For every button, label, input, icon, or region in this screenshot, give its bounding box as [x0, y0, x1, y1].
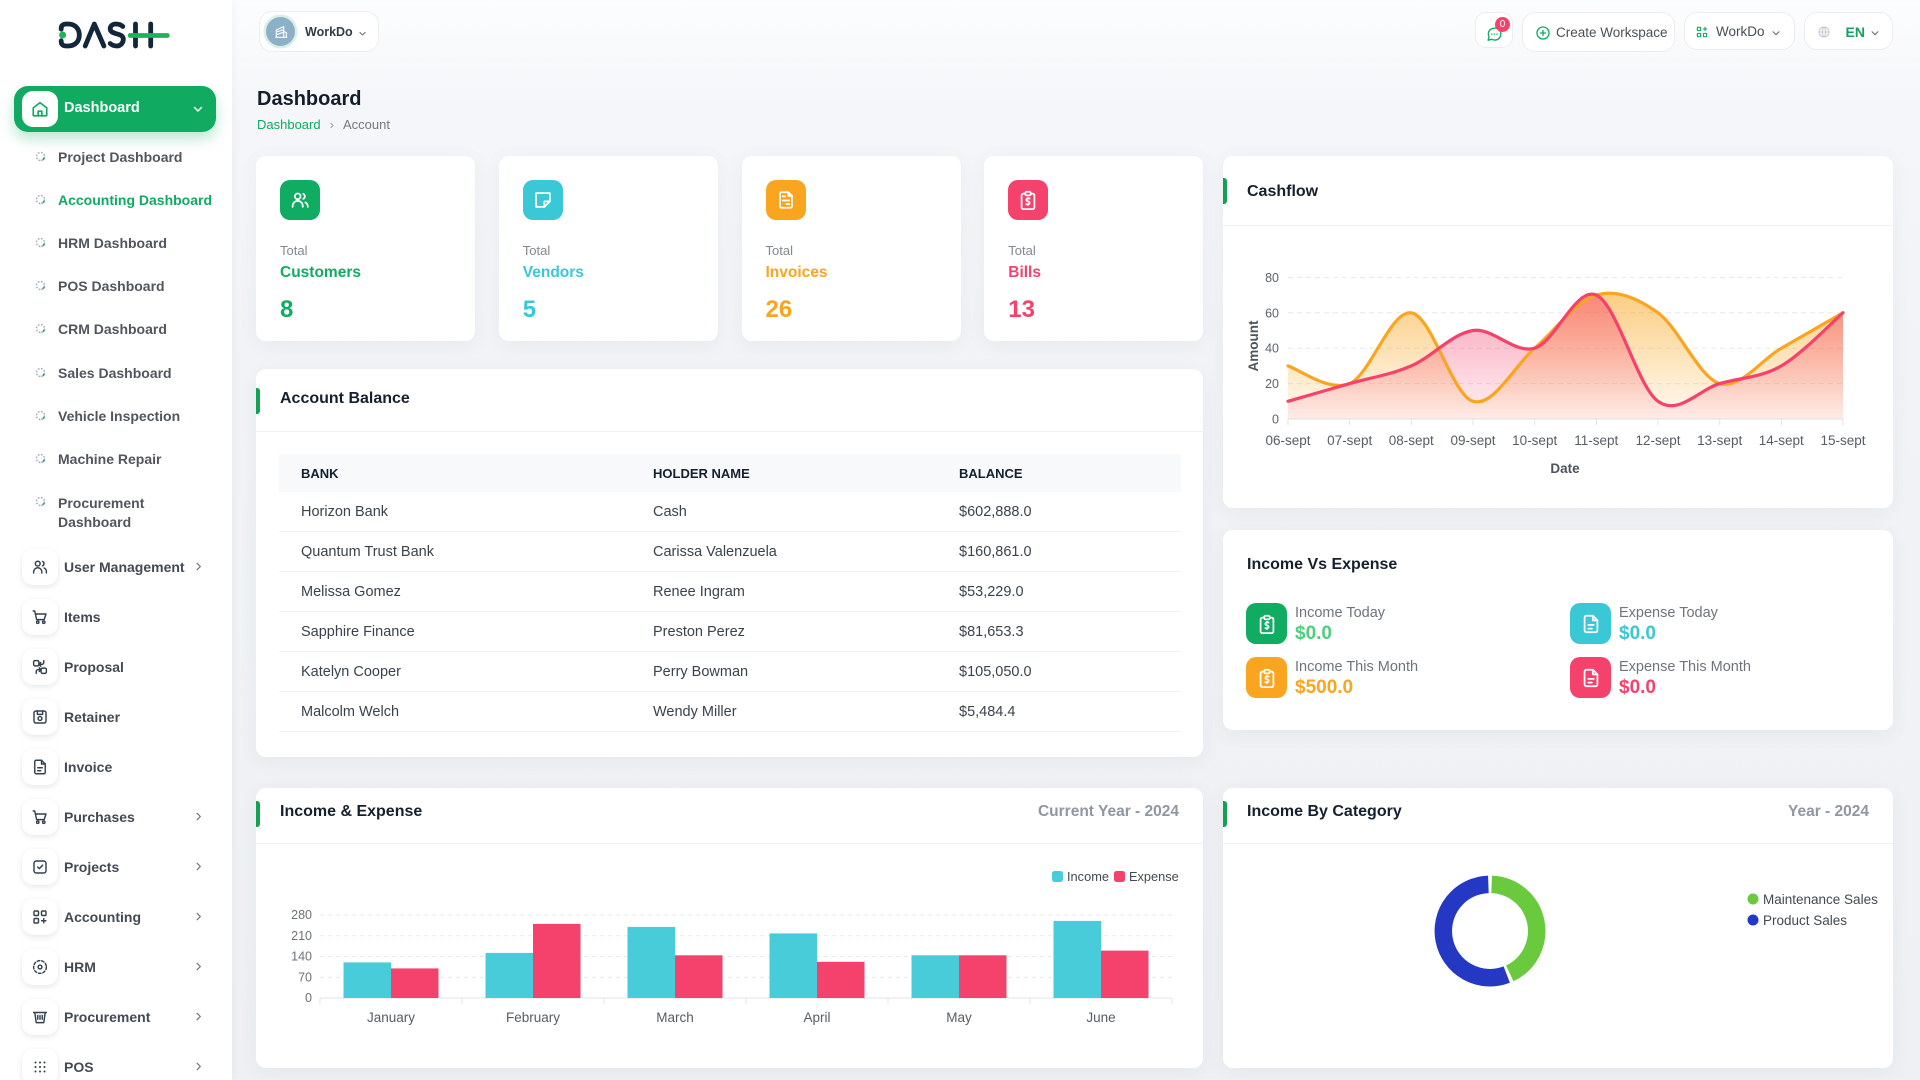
svg-text:280: 280 [291, 908, 312, 922]
svg-text:0: 0 [1272, 413, 1279, 427]
svg-text:Expense: Expense [1129, 869, 1179, 884]
svg-text:11-sept: 11-sept [1574, 433, 1618, 448]
svg-text:May: May [946, 1010, 972, 1025]
svg-text:210: 210 [291, 929, 312, 943]
svg-text:20: 20 [1265, 377, 1279, 391]
svg-text:10-sept: 10-sept [1512, 433, 1557, 448]
svg-text:March: March [656, 1010, 694, 1025]
svg-text:Product Sales: Product Sales [1763, 913, 1847, 928]
svg-text:40: 40 [1265, 342, 1279, 356]
svg-text:February: February [506, 1010, 560, 1025]
svg-text:60: 60 [1265, 306, 1279, 320]
svg-text:April: April [803, 1010, 830, 1025]
svg-text:14-sept: 14-sept [1759, 433, 1804, 448]
svg-text:15-sept: 15-sept [1820, 433, 1865, 448]
svg-text:Income: Income [1067, 869, 1109, 884]
svg-text:09-sept: 09-sept [1450, 433, 1495, 448]
svg-text:06-sept: 06-sept [1265, 433, 1310, 448]
svg-text:Maintenance Sales: Maintenance Sales [1763, 892, 1878, 907]
svg-text:13-sept: 13-sept [1697, 433, 1742, 448]
svg-text:Amount: Amount [1246, 320, 1261, 371]
svg-text:80: 80 [1265, 271, 1279, 285]
svg-text:140: 140 [291, 950, 312, 964]
svg-text:08-sept: 08-sept [1389, 433, 1434, 448]
svg-text:12-sept: 12-sept [1635, 433, 1680, 448]
svg-text:70: 70 [298, 970, 312, 984]
svg-text:Date: Date [1550, 461, 1580, 476]
svg-text:January: January [367, 1010, 415, 1025]
svg-text:07-sept: 07-sept [1327, 433, 1372, 448]
svg-text:0: 0 [305, 991, 312, 1005]
svg-text:June: June [1086, 1010, 1115, 1025]
